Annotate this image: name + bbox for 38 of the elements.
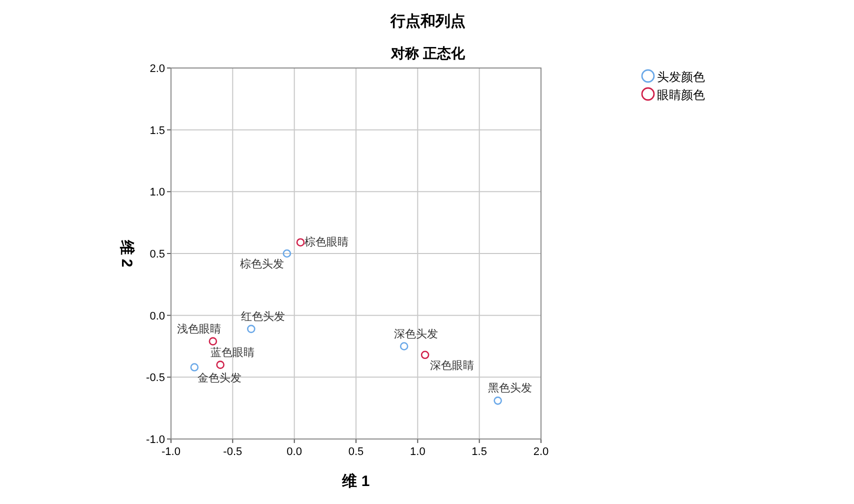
annotation: 棕色头发: [240, 258, 284, 270]
annotation: 深色头发: [394, 327, 438, 340]
point: [282, 249, 292, 258]
x-tick-label: 1.5: [472, 446, 487, 458]
x-tick-label: -1.0: [162, 446, 180, 458]
annotation: 黑色头发: [488, 382, 532, 395]
annotation: 红色头发: [241, 310, 286, 323]
point: [208, 337, 218, 346]
y-tick-label: 1.5: [150, 124, 165, 137]
point: [400, 342, 408, 350]
y-tick-label: 0.5: [150, 248, 165, 260]
point: [420, 350, 430, 360]
point: [494, 396, 502, 405]
legend-label: 眼睛颜色: [657, 88, 705, 102]
y-tick-label: 2.0: [150, 63, 165, 75]
annotation: 棕色眼睛: [304, 235, 348, 248]
y-tick-label: 1.0: [150, 186, 165, 199]
x-tick-label: 1.0: [410, 446, 426, 458]
y-axis-title: 维 2: [118, 238, 136, 268]
annotation: 深色眼睛: [430, 358, 474, 372]
x-axis-title: 维 1: [341, 472, 370, 490]
annotation: 浅色眼睛: [176, 322, 221, 336]
point: [247, 324, 256, 334]
point: [190, 363, 199, 372]
chart-subtitle: 对称 正态化: [390, 45, 466, 61]
x-tick-label: 0.5: [348, 446, 364, 458]
x-tick-label: -0.5: [223, 446, 242, 458]
annotation: 蓝色眼睛: [210, 346, 254, 359]
legend-label: 头发颜色: [657, 70, 705, 84]
annotation: 金色头发: [197, 371, 242, 384]
point: [296, 238, 305, 247]
point: [216, 360, 224, 369]
y-tick-label: 0.0: [150, 310, 165, 322]
x-tick-label: 2.0: [533, 446, 549, 458]
chart-title: 行点和列点: [390, 13, 466, 30]
x-tick-label: 0.0: [286, 446, 302, 458]
y-tick-label: -0.5: [146, 372, 165, 384]
y-tick-label: -1.0: [146, 434, 165, 446]
